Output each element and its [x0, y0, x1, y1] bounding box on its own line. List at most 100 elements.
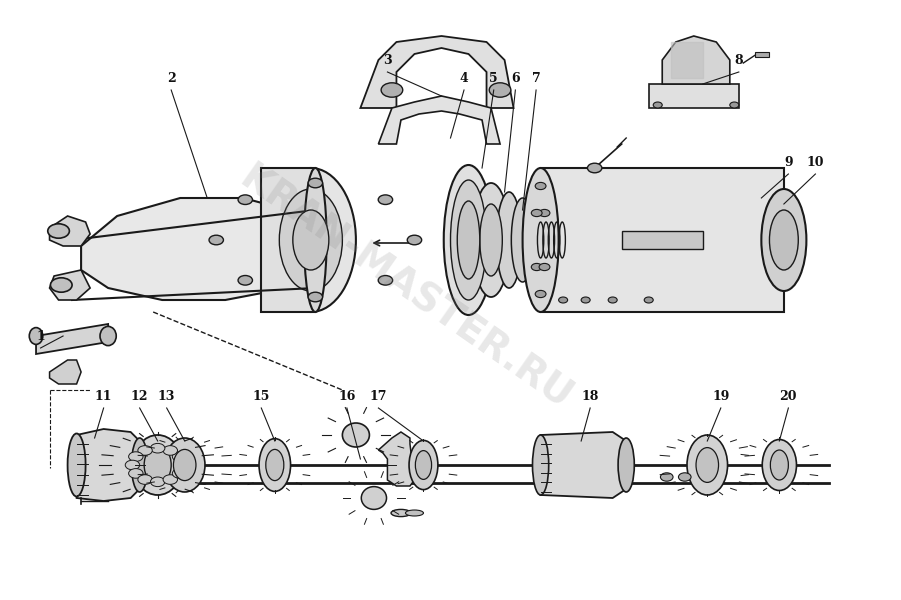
Circle shape — [667, 237, 676, 243]
Circle shape — [150, 443, 165, 453]
Circle shape — [378, 275, 393, 285]
Ellipse shape — [144, 445, 171, 485]
Circle shape — [138, 475, 152, 484]
Polygon shape — [50, 216, 90, 246]
Circle shape — [176, 460, 190, 470]
Text: 8: 8 — [734, 53, 743, 67]
Ellipse shape — [687, 435, 728, 495]
Circle shape — [125, 460, 140, 470]
Ellipse shape — [100, 326, 116, 346]
Polygon shape — [360, 36, 514, 108]
Circle shape — [48, 224, 69, 238]
Ellipse shape — [444, 165, 494, 315]
Polygon shape — [378, 96, 500, 144]
Polygon shape — [378, 432, 414, 486]
Polygon shape — [36, 324, 108, 354]
Ellipse shape — [769, 210, 798, 270]
Ellipse shape — [415, 451, 432, 479]
Text: 3: 3 — [383, 53, 392, 67]
Polygon shape — [662, 36, 730, 84]
Circle shape — [678, 473, 691, 481]
Ellipse shape — [496, 192, 522, 288]
Ellipse shape — [409, 440, 438, 490]
Ellipse shape — [450, 180, 487, 300]
Ellipse shape — [279, 189, 342, 291]
Text: 19: 19 — [712, 389, 730, 403]
Circle shape — [209, 235, 223, 245]
Text: 20: 20 — [779, 389, 797, 403]
Polygon shape — [81, 198, 315, 300]
Ellipse shape — [342, 423, 369, 447]
Text: 9: 9 — [784, 155, 793, 169]
Text: 10: 10 — [806, 155, 824, 169]
Circle shape — [138, 446, 152, 455]
Circle shape — [535, 182, 546, 190]
Circle shape — [129, 452, 143, 461]
Ellipse shape — [511, 198, 533, 282]
Ellipse shape — [696, 448, 719, 482]
Circle shape — [129, 469, 143, 478]
Circle shape — [581, 297, 590, 303]
Circle shape — [238, 195, 252, 205]
Ellipse shape — [762, 439, 796, 491]
Circle shape — [660, 473, 673, 481]
Polygon shape — [77, 429, 140, 501]
Text: 1: 1 — [36, 329, 45, 343]
Text: 16: 16 — [338, 389, 356, 403]
Ellipse shape — [266, 449, 284, 481]
Ellipse shape — [480, 204, 503, 276]
Circle shape — [587, 163, 602, 173]
Ellipse shape — [770, 450, 788, 480]
Circle shape — [172, 469, 187, 478]
Ellipse shape — [618, 438, 634, 492]
Polygon shape — [50, 360, 81, 384]
Circle shape — [378, 195, 393, 205]
Ellipse shape — [266, 168, 356, 312]
Polygon shape — [541, 168, 784, 312]
Text: 5: 5 — [489, 71, 498, 85]
Circle shape — [532, 263, 542, 271]
Circle shape — [539, 209, 550, 217]
Text: 4: 4 — [460, 71, 469, 85]
Circle shape — [238, 275, 252, 285]
Circle shape — [308, 292, 323, 302]
Ellipse shape — [68, 433, 86, 497]
Polygon shape — [541, 432, 626, 498]
Text: KRAN-MASTER.RU: KRAN-MASTER.RU — [232, 159, 578, 417]
Text: 17: 17 — [369, 389, 387, 403]
Bar — [649, 84, 739, 108]
Text: 2: 2 — [167, 71, 176, 85]
Ellipse shape — [523, 168, 559, 312]
Circle shape — [308, 178, 323, 188]
Circle shape — [532, 209, 542, 217]
Circle shape — [407, 235, 422, 245]
Text: 7: 7 — [532, 71, 541, 85]
Ellipse shape — [458, 201, 480, 279]
Circle shape — [653, 102, 662, 108]
Circle shape — [150, 477, 165, 487]
Text: 18: 18 — [581, 389, 599, 403]
Text: 12: 12 — [131, 389, 149, 403]
Ellipse shape — [532, 435, 549, 495]
Ellipse shape — [132, 438, 148, 492]
Text: 11: 11 — [95, 389, 113, 403]
Circle shape — [163, 446, 177, 455]
Circle shape — [489, 83, 511, 97]
Ellipse shape — [259, 439, 290, 491]
Polygon shape — [50, 270, 90, 300]
Circle shape — [730, 102, 739, 108]
Ellipse shape — [405, 510, 423, 516]
Ellipse shape — [293, 210, 329, 270]
Ellipse shape — [304, 168, 326, 312]
Ellipse shape — [391, 509, 411, 517]
Ellipse shape — [173, 449, 196, 481]
Circle shape — [608, 297, 617, 303]
Ellipse shape — [164, 438, 205, 492]
Bar — [622, 231, 703, 249]
Circle shape — [50, 278, 72, 292]
Circle shape — [644, 297, 653, 303]
Circle shape — [539, 263, 550, 271]
Text: 15: 15 — [252, 389, 270, 403]
Text: 6: 6 — [511, 71, 520, 85]
Ellipse shape — [761, 189, 806, 291]
